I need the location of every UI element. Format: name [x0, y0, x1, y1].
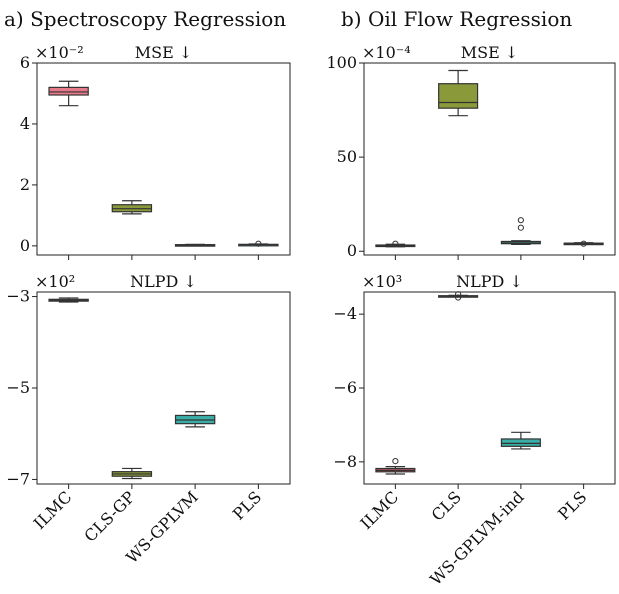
box-cls-gp	[111, 200, 153, 215]
y-tick-label: 0	[20, 236, 30, 255]
boxplot-panel-0: ×10⁻² MSE ↓ 0 2 4 6	[20, 43, 291, 260]
outlier-point	[255, 240, 262, 247]
y-tick-label: −5	[6, 378, 30, 397]
category-label: ILMC	[30, 487, 76, 533]
box-ws-gplvm	[174, 411, 216, 428]
box-cls-gp	[111, 467, 153, 480]
y-tick-label: −3	[6, 287, 30, 306]
box-ws-gplvm-ind	[500, 431, 541, 450]
panel-title-a: a) Spectroscopy Regression	[4, 7, 286, 31]
box-pls	[238, 240, 279, 247]
y-tick-label: 0	[347, 241, 357, 260]
plot-frame	[363, 62, 616, 256]
boxplot-panel-1: ×10⁻⁴ MSE ↓ 0 50 100	[326, 43, 616, 260]
category-label: PLS	[229, 487, 265, 523]
box-ilmc	[48, 297, 89, 303]
y-tick-label: −7	[6, 469, 30, 488]
plot-frame	[363, 291, 616, 485]
category-label: PLS	[554, 487, 590, 523]
y-tick-label: 6	[20, 53, 30, 72]
box-ilmc	[48, 80, 89, 107]
subplot-title: NLPD ↓	[456, 272, 523, 291]
box-ilmc	[375, 240, 416, 248]
category-label: CLS-GP	[80, 487, 138, 545]
box-ilmc	[375, 458, 416, 475]
outlier-point	[455, 291, 462, 298]
axis-multiplier: ×10²	[35, 272, 75, 291]
axis-multiplier: ×10³	[362, 272, 402, 291]
panel-title-b: b) Oil Flow Regression	[341, 7, 572, 31]
plot-frame	[36, 291, 291, 485]
outlier-point	[392, 458, 399, 465]
box-iqr	[438, 83, 479, 109]
y-tick-label: −4	[333, 304, 357, 323]
outlier-point	[517, 224, 524, 231]
category-label: CLS	[428, 487, 465, 524]
plot-frame	[36, 62, 291, 256]
subplot-title: NLPD ↓	[130, 272, 197, 291]
y-tick-label: −8	[333, 452, 357, 471]
box-ws-gplvm	[174, 243, 216, 247]
y-tick-label: 100	[326, 53, 357, 72]
box-iqr	[500, 438, 541, 447]
box-cls	[438, 291, 479, 301]
subplot-title: MSE ↓	[461, 43, 519, 62]
outlier-point	[455, 294, 462, 301]
outlier-point	[517, 217, 524, 224]
axis-multiplier: ×10⁻⁴	[362, 43, 411, 62]
category-label: ILMC	[357, 487, 403, 533]
box-pls	[563, 240, 604, 247]
subplot-title: MSE ↓	[135, 43, 193, 62]
y-tick-label: −6	[333, 378, 357, 397]
box-cls	[438, 69, 479, 117]
outlier-point	[580, 240, 587, 247]
outlier-point	[392, 240, 399, 247]
axis-multiplier: ×10⁻²	[35, 43, 84, 62]
box-ws-gplvm-ind	[500, 217, 541, 246]
y-tick-label: 2	[20, 175, 30, 194]
box-iqr	[48, 86, 89, 96]
y-tick-label: 4	[20, 114, 30, 133]
y-tick-label: 50	[337, 147, 357, 166]
